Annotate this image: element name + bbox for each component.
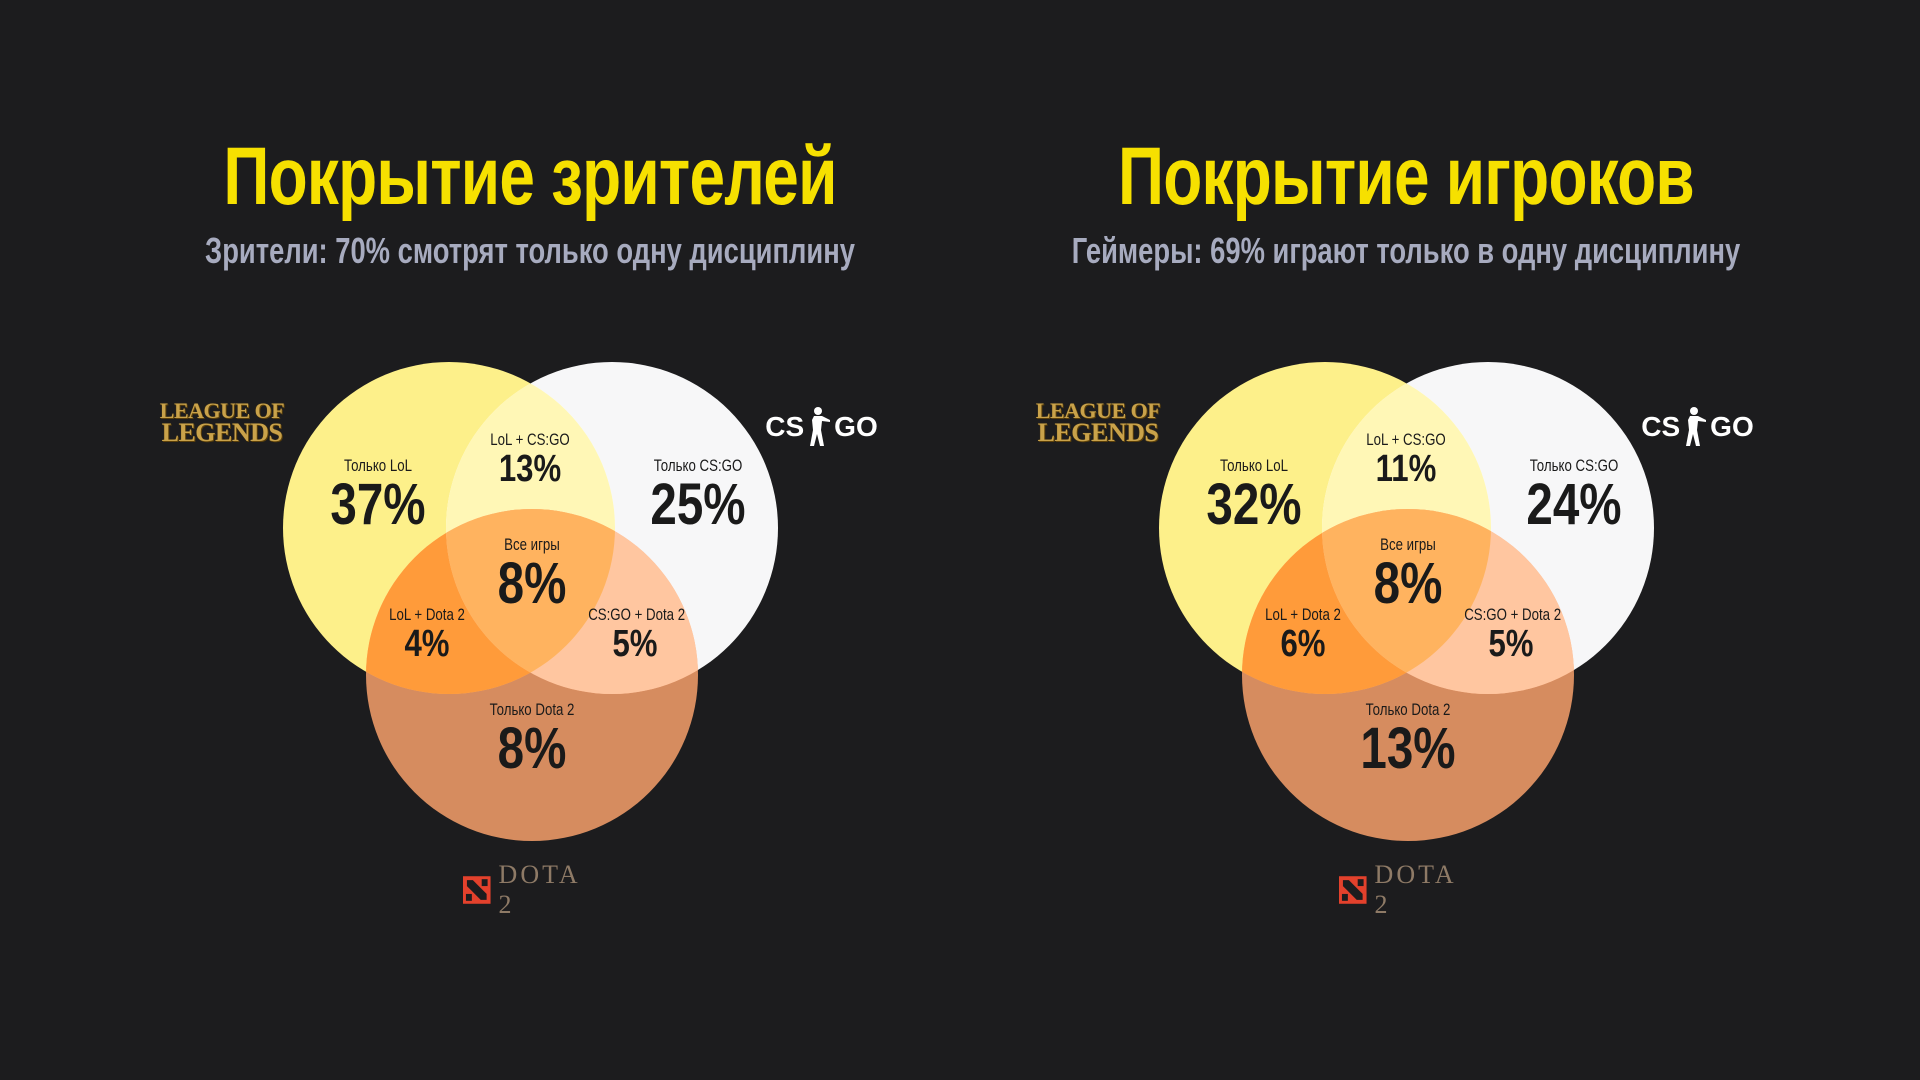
region-label: LoL + Dota 2	[1265, 605, 1341, 624]
region-label: Только Dota 2	[1365, 700, 1451, 719]
league-of-legends-logo: LEAGUE OF LEGENDS	[1035, 398, 1161, 447]
dota2-logo: DOTA 2	[1339, 860, 1479, 919]
region-label: LoL + Dota 2	[389, 605, 465, 624]
region-value: 8%	[497, 551, 567, 616]
panel-title: Покрытие игроков	[1118, 131, 1695, 222]
csgo-soldier-icon	[1686, 407, 1707, 446]
region-value: 5%	[1488, 623, 1534, 665]
region-value: 4%	[404, 623, 450, 665]
region-value: 8%	[1373, 551, 1443, 616]
region-csgo-dota: CS:GO + Dota 2 5%	[1451, 605, 1571, 663]
league-of-legends-logo: LEAGUE OF LEGENDS	[159, 398, 285, 447]
region-value: 11%	[1375, 448, 1437, 490]
region-label: CS:GO + Dota 2	[588, 605, 686, 624]
venn-diagram	[283, 362, 778, 841]
panel-title: Покрытие зрителей	[223, 131, 837, 222]
region-all-games: Все игры 8%	[1348, 535, 1468, 613]
region-value: 8%	[497, 716, 567, 781]
region-value: 13%	[1360, 716, 1456, 781]
region-lol-csgo: LoL + CS:GO 11%	[1346, 430, 1466, 488]
region-value: 25%	[650, 472, 746, 537]
region-lol-csgo: LoL + CS:GO 13%	[470, 430, 590, 488]
region-label: LoL + CS:GO	[1366, 430, 1446, 449]
region-label: CS:GO + Dota 2	[1464, 605, 1562, 624]
region-lol-dota: LoL + Dota 2 6%	[1243, 605, 1363, 663]
dota2-logo: DOTA 2	[463, 860, 603, 919]
panel-subtitle: Геймеры: 69% играют только в одну дисцип…	[1071, 230, 1741, 271]
region-all-games: Все игры 8%	[472, 535, 592, 613]
region-label: Только CS:GO	[1529, 456, 1619, 475]
dota2-icon	[1339, 876, 1367, 904]
region-csgo-only: Только CS:GO 25%	[638, 456, 758, 534]
csgo-logo: CS GO	[764, 402, 879, 452]
csgo-logo: CS GO	[1640, 402, 1755, 452]
region-value: 13%	[498, 448, 562, 490]
region-value: 5%	[612, 623, 658, 665]
region-label: Только LoL	[344, 456, 412, 475]
players-coverage-panel: Покрытие игроков Геймеры: 69% играют тол…	[876, 0, 1836, 1080]
panel-subtitle: Зрители: 70% смотрят только одну дисципл…	[205, 230, 855, 271]
region-label: Только Dota 2	[489, 700, 575, 719]
venn-diagram	[1159, 362, 1654, 841]
region-label: Только CS:GO	[653, 456, 743, 475]
dota2-icon	[463, 876, 491, 904]
region-label: Все игры	[504, 535, 560, 554]
region-value: 24%	[1526, 472, 1622, 537]
region-value: 37%	[330, 472, 426, 537]
region-csgo-only: Только CS:GO 24%	[1514, 456, 1634, 534]
region-csgo-dota: CS:GO + Dota 2 5%	[575, 605, 695, 663]
region-label: LoL + CS:GO	[490, 430, 570, 449]
region-lol-only: Только LoL 37%	[318, 456, 438, 534]
region-lol-dota: LoL + Dota 2 4%	[367, 605, 487, 663]
viewers-coverage-panel: Покрытие зрителей Зрители: 70% смотрят т…	[159, 131, 879, 919]
region-label: Все игры	[1380, 535, 1436, 554]
region-value: 32%	[1206, 472, 1302, 537]
region-dota-only: Только Dota 2 13%	[1348, 700, 1468, 778]
region-lol-only: Только LoL 32%	[1194, 456, 1314, 534]
region-value: 6%	[1280, 623, 1326, 665]
csgo-soldier-icon	[810, 407, 831, 446]
region-label: Только LoL	[1220, 456, 1288, 475]
region-dota-only: Только Dota 2 8%	[472, 700, 592, 778]
